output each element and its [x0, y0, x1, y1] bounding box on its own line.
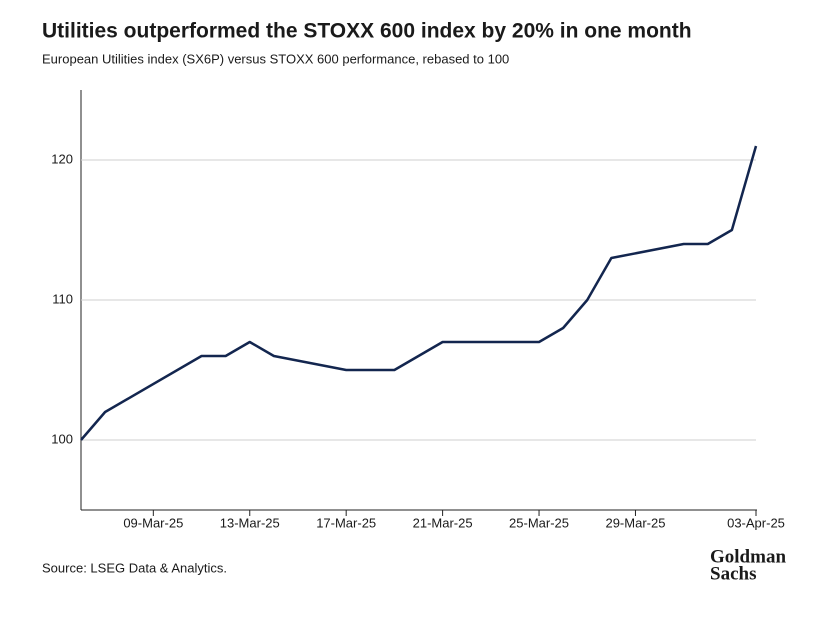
- chart-subtitle: European Utilities index (SX6P) versus S…: [42, 51, 509, 66]
- x-tick-label: 21-Mar-25: [413, 515, 473, 530]
- source: Source: LSEG Data & Analytics.: [42, 560, 227, 575]
- logo: Goldman: [710, 546, 786, 567]
- logo: Sachs: [710, 563, 756, 584]
- x-tick-label: 09-Mar-25: [123, 515, 183, 530]
- chart-title: Utilities outperformed the STOXX 600 ind…: [42, 20, 692, 43]
- x-tick-label: 29-Mar-25: [605, 515, 665, 530]
- line: [80, 145, 758, 441]
- y-tick-label: 120: [51, 151, 73, 166]
- x-tick-label: 03-Apr-25: [727, 515, 785, 530]
- x-tick-label: 13-Mar-25: [220, 515, 280, 530]
- y-tick-label: 100: [51, 431, 73, 446]
- x-tick-label: 25-Mar-25: [509, 515, 569, 530]
- y-tick-label: 110: [52, 291, 73, 306]
- x-tick-label: 17-Mar-25: [316, 515, 376, 530]
